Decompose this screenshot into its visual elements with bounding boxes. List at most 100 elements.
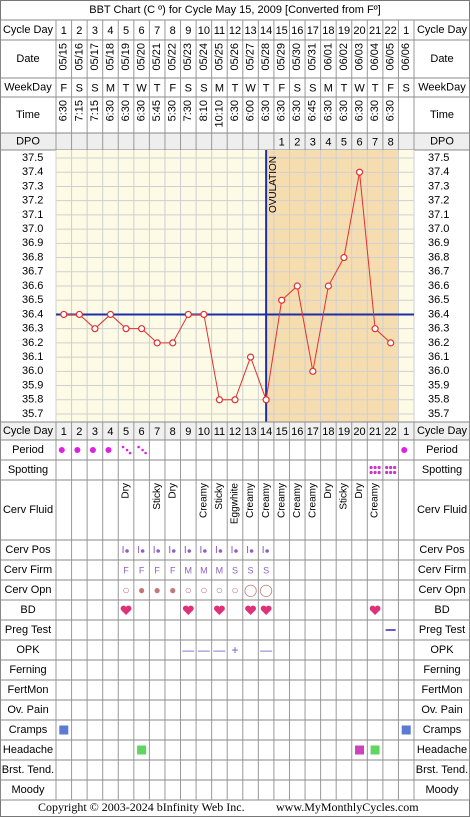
y-tick-label: 35.7 [428,408,449,420]
row-label: Spotting [8,464,48,476]
row-label: Period [12,444,44,456]
cramps-mark [401,725,411,735]
row-label: Cramps [9,724,48,736]
row-label: Cerv Pos [5,544,51,556]
cell-text: T [154,82,161,94]
cell-text: Creamy [292,483,303,518]
cell-text: 05/22 [167,43,179,71]
cell-text: M [324,82,333,94]
cell-text: ○ [185,583,192,597]
cell-text: 8 [170,426,176,438]
cell-text: Sticky [152,483,163,510]
row-frame [0,759,470,781]
cell-text: 05/31 [307,43,319,71]
cell-text: 16 [291,25,303,37]
y-tick-label: 36.4 [428,308,449,320]
bd-heart [245,605,256,615]
cell-text: F [169,82,176,94]
cell-text: 6:30 [369,100,381,121]
temperature-point [246,353,255,361]
y-tick-label: 36.2 [428,337,449,349]
row-label: Cerv Fluid [3,504,53,516]
cell-text: S [232,565,238,575]
row-label: Cerv Firm [4,564,52,576]
spotting-mark [377,470,381,475]
cell-text: 6:30 [338,100,350,121]
temperature-point [138,325,146,333]
row-label: Date [430,53,453,65]
row-label: Preg Test [5,624,51,636]
spotting-mark [377,465,381,470]
y-tick-label: 36.0 [22,365,43,377]
row-label: Time [16,109,40,121]
cell-text: — [213,643,225,657]
y-tick-label: 36.9 [428,237,449,249]
cell-text: 05/18 [104,43,116,71]
cell-text: 1 [403,25,409,37]
row-frame [0,479,470,541]
cell-text: 12 [229,426,241,438]
y-tick-label: 37.4 [428,166,449,178]
period-mark [141,448,144,452]
cell-text: 05/24 [198,43,210,71]
temperature-line [63,172,391,401]
spotting-mark [369,470,373,475]
cell-text: 05/15 [58,43,70,71]
row-frame [0,132,470,151]
headache-mark [137,745,147,755]
cell-text: M [216,565,224,575]
row-label: Cycle Day [417,24,468,36]
row-label: Time [430,109,454,121]
cell-text: — [198,643,210,657]
row-label: Ov. Pain [421,704,462,716]
temperature-point [231,396,239,404]
cell-text: 05/29 [276,43,288,71]
y-tick-label: 36.1 [22,351,43,363]
cell-text: S [294,82,301,94]
row-frame [0,719,470,741]
cell-text: 18 [322,426,334,438]
cell-text: 17 [307,426,319,438]
cell-text: 7 [372,136,378,148]
y-tick-label: 36.2 [22,337,43,349]
period-mark [105,447,112,453]
y-tick-label: 37.0 [22,223,43,235]
row-label: OPK [16,644,40,656]
y-tick-label: 35.9 [22,379,43,391]
row-frame [0,459,470,481]
y-tick-label: 35.8 [428,394,449,406]
bd-heart [214,605,225,615]
cell-text: 7 [154,426,160,438]
cerv-pos-mark [265,549,269,553]
row-label: Cycle Day [3,425,54,437]
cell-text: Dry [121,483,132,499]
cell-text: 7:30 [182,100,194,121]
cell-text: T [341,82,348,94]
row-frame [0,619,470,641]
cell-text: 22 [385,426,397,438]
cell-text: ● [169,583,176,597]
cell-text: ◯ [244,583,257,597]
temperature-point [309,367,317,375]
period-mark [74,447,81,453]
cramps-mark [59,725,69,735]
cell-text: Dry [354,483,365,499]
cell-text: ○ [231,583,238,597]
row-label: Cramps [423,724,462,736]
cell-text: F [154,565,160,575]
cell-text: Sticky [214,483,225,510]
row-label: Cerv Opn [4,584,51,596]
cell-text: 2 [294,136,300,148]
row-frame [0,96,470,134]
y-tick-label: 36.3 [428,323,449,335]
cell-text: 17 [307,25,319,37]
cell-text: 05/17 [89,43,101,71]
temperature-point [355,168,364,176]
cerv-pos-mark [203,549,207,553]
period-mark [89,447,96,453]
cell-text: S [91,82,98,94]
cell-text: T [232,82,239,94]
cell-text: 6 [139,25,145,37]
spotting-mark [373,465,377,470]
cerv-pos-mark [156,549,160,553]
